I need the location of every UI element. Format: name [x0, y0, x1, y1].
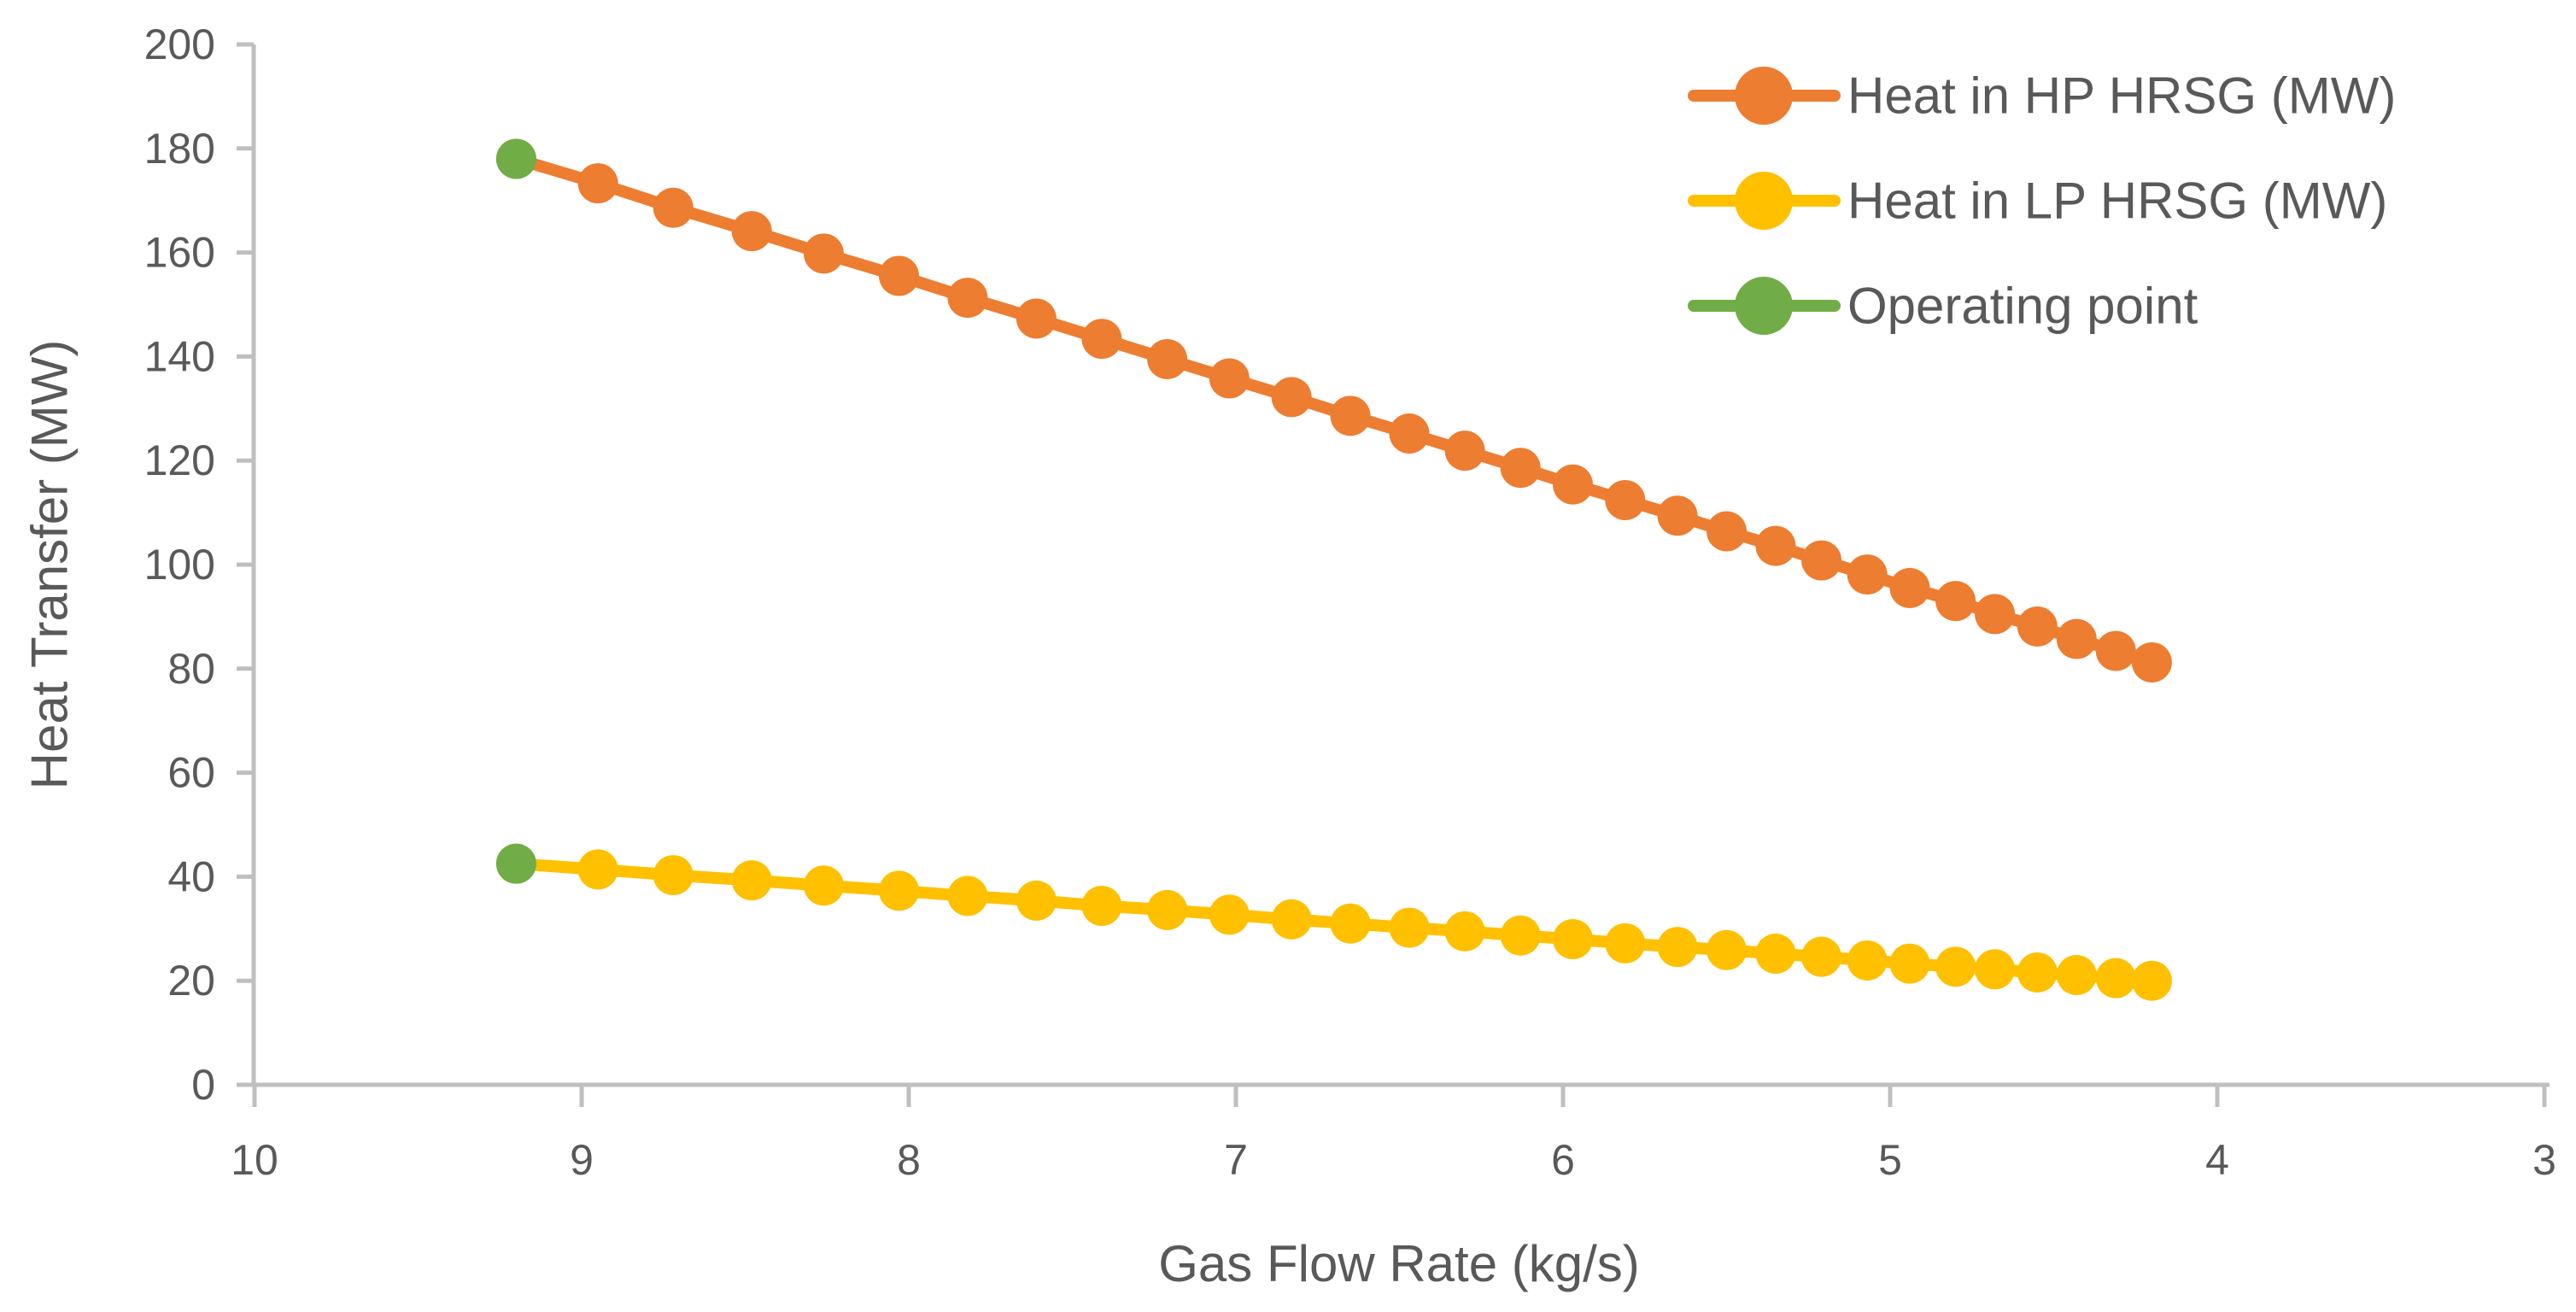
data-point-marker	[2056, 618, 2097, 659]
data-point-marker	[2017, 606, 2058, 647]
data-point-marker	[1755, 934, 1796, 975]
y-tick-label: 20	[167, 957, 215, 1004]
series-hp-hrsg	[495, 138, 2172, 682]
data-point-marker	[1975, 594, 2016, 635]
data-point-marker	[1081, 886, 1122, 927]
data-point-marker	[1847, 554, 1888, 595]
y-axis-title: Heat Transfer (MW)	[21, 340, 79, 790]
data-point-marker	[1444, 430, 1485, 472]
data-point-marker	[577, 163, 618, 204]
data-point-marker	[653, 855, 694, 896]
data-point-marker	[1801, 540, 1842, 581]
data-point-marker	[1444, 911, 1485, 952]
y-tick-label: 40	[167, 852, 215, 900]
data-point-marker	[1552, 464, 1593, 505]
data-point-marker	[1016, 880, 1057, 921]
x-tick-label: 4	[2205, 1136, 2229, 1184]
data-point-marker	[495, 843, 536, 884]
y-tick-label: 160	[144, 229, 215, 277]
legend-item-operating-point: Operating point	[1688, 277, 2198, 335]
y-tick-label: 60	[167, 749, 215, 797]
y-tick-label: 0	[191, 1061, 215, 1109]
data-point-marker	[1975, 949, 2016, 990]
data-point-marker	[2095, 630, 2136, 671]
data-point-marker	[1801, 936, 1842, 977]
data-point-marker	[1935, 581, 1976, 622]
data-point-marker	[1081, 319, 1122, 360]
data-point-marker	[1271, 899, 1312, 940]
axes-layer: 0 20 40 60 80 100 120 140 160 180 200 10 9 8 7 6 5 4 3	[144, 20, 2556, 1184]
x-tick-label: 10	[231, 1136, 278, 1184]
data-point-marker	[1016, 298, 1057, 339]
data-point-marker	[653, 187, 694, 228]
data-point-marker	[1847, 940, 1888, 981]
x-tick-label: 7	[1224, 1136, 1248, 1184]
data-point-marker	[731, 860, 772, 901]
data-point-marker	[2056, 955, 2097, 996]
legend-marker	[1735, 277, 1793, 335]
data-point-marker	[1147, 889, 1188, 930]
data-point-marker	[1755, 525, 1796, 566]
x-tick-label: 5	[1878, 1136, 1902, 1184]
data-point-marker	[1889, 567, 1930, 608]
data-point-marker	[879, 255, 920, 296]
data-point-marker	[731, 211, 772, 252]
data-point-marker	[1707, 929, 1747, 970]
legend-item-lp-hrsg: Heat in LP HRSG (MW)	[1688, 172, 2387, 230]
y-tick-label: 80	[167, 645, 215, 693]
data-point-marker	[577, 849, 618, 890]
data-point-marker	[1147, 338, 1188, 379]
data-point-marker	[1552, 918, 1593, 959]
legend-marker	[1735, 172, 1793, 230]
data-point-marker	[1389, 907, 1430, 948]
data-point-marker	[1500, 915, 1541, 956]
y-tick-label: 200	[144, 20, 215, 68]
y-tick-label: 120	[144, 436, 215, 484]
data-point-marker	[2131, 641, 2172, 682]
x-tick-label: 3	[2532, 1136, 2556, 1184]
legend-label: Heat in HP HRSG (MW)	[1847, 67, 2396, 125]
data-point-marker	[1605, 479, 1646, 520]
x-tick-label: 6	[1551, 1136, 1575, 1184]
data-point-marker	[1209, 894, 1250, 935]
data-point-marker	[1209, 358, 1250, 399]
data-point-marker	[803, 865, 844, 906]
data-point-marker	[947, 278, 988, 319]
data-point-marker	[1707, 511, 1747, 552]
data-point-marker	[1889, 943, 1930, 984]
data-point-marker	[1657, 927, 1698, 968]
x-tick-label: 9	[570, 1136, 594, 1184]
data-point-marker	[879, 870, 920, 911]
data-point-marker	[1657, 495, 1698, 536]
series-operating-point	[495, 138, 536, 884]
series-layer	[495, 138, 2172, 1001]
legend: Heat in HP HRSG (MW) Heat in LP HRSG (MW…	[1688, 67, 2396, 335]
y-tick-label: 140	[144, 332, 215, 380]
y-tick-label: 180	[144, 125, 215, 173]
y-tick-label: 100	[144, 541, 215, 589]
data-point-marker	[947, 876, 988, 917]
data-point-marker	[2095, 958, 2136, 999]
data-point-marker	[2017, 952, 2058, 993]
legend-item-hp-hrsg: Heat in HP HRSG (MW)	[1688, 67, 2396, 125]
data-point-marker	[1389, 413, 1430, 454]
data-point-marker	[1271, 377, 1312, 418]
legend-label: Operating point	[1847, 278, 2198, 335]
data-point-marker	[1605, 922, 1646, 964]
data-point-marker	[803, 233, 844, 274]
legend-marker	[1735, 67, 1793, 125]
data-point-marker	[1935, 946, 1976, 987]
legend-label: Heat in LP HRSG (MW)	[1847, 173, 2387, 230]
data-point-marker	[1330, 903, 1371, 944]
data-point-marker	[1330, 395, 1371, 436]
data-point-marker	[495, 138, 536, 179]
data-point-marker	[2131, 960, 2172, 1001]
x-tick-label: 8	[897, 1136, 921, 1184]
series-lp-hrsg	[495, 843, 2172, 1001]
data-point-marker	[1500, 448, 1541, 489]
x-axis-title: Gas Flow Rate (kg/s)	[1158, 1235, 1639, 1292]
